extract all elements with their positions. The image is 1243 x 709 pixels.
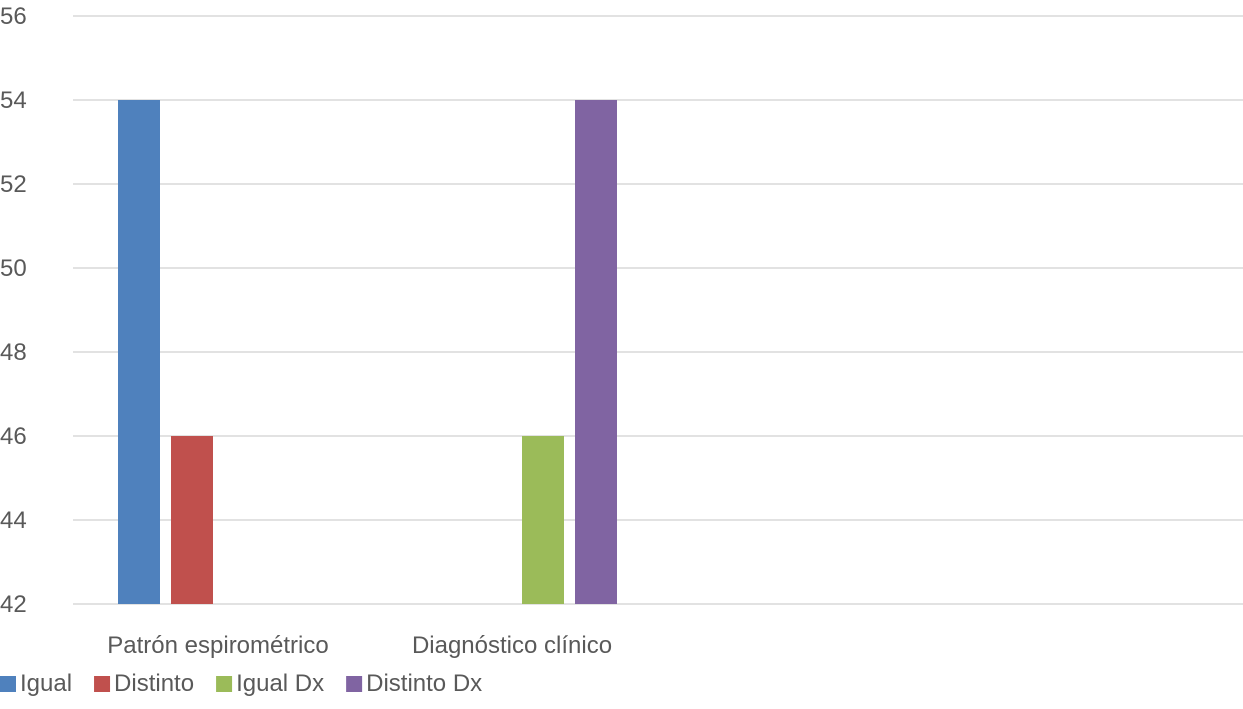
y-axis-tick-labels: 42 44 46 48 50 52 54 56 bbox=[0, 3, 27, 618]
y-tick-label: 48 bbox=[0, 339, 27, 366]
bar-distinto-1 bbox=[171, 436, 213, 604]
y-tick-label: 42 bbox=[0, 591, 27, 618]
bars bbox=[118, 100, 617, 604]
y-tick-label: 56 bbox=[0, 3, 27, 30]
x-category-label: Patrón espirométrico bbox=[107, 632, 328, 659]
legend-swatch bbox=[94, 676, 111, 692]
y-tick-label: 44 bbox=[0, 507, 27, 534]
legend-swatch bbox=[216, 676, 233, 692]
legend: Igual Distinto Igual Dx Distinto Dx bbox=[0, 670, 482, 697]
y-tick-label: 46 bbox=[0, 423, 27, 450]
bar-igual-1 bbox=[118, 100, 160, 604]
y-tick-label: 54 bbox=[0, 87, 27, 114]
gridlines bbox=[73, 15, 1243, 605]
legend-label: Distinto Dx bbox=[366, 670, 482, 697]
legend-swatch bbox=[346, 676, 363, 692]
bar-igual-dx-2 bbox=[522, 436, 564, 604]
legend-swatch bbox=[0, 676, 16, 692]
x-axis-category-labels: Patrón espirométrico Diagnóstico clínico bbox=[107, 632, 612, 659]
x-category-label: Diagnóstico clínico bbox=[412, 632, 612, 659]
bar-distinto-dx-2 bbox=[575, 100, 617, 604]
legend-label: Distinto bbox=[114, 670, 194, 697]
legend-label: Igual Dx bbox=[236, 670, 324, 697]
y-tick-label: 52 bbox=[0, 171, 27, 198]
y-tick-label: 50 bbox=[0, 255, 27, 282]
legend-label: Igual bbox=[20, 670, 72, 697]
